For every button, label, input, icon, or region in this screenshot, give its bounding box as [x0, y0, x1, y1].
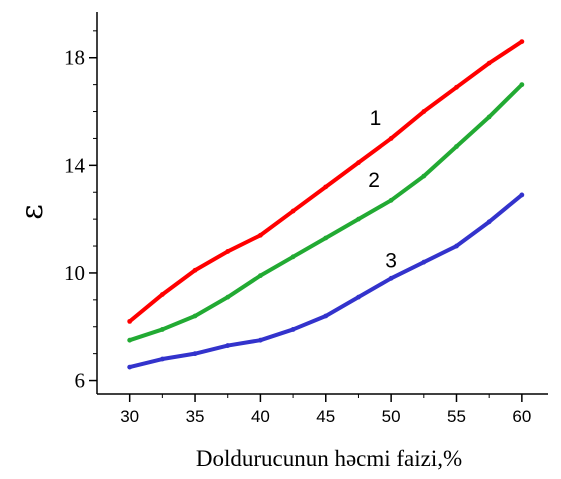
data-point-series-1: [388, 136, 394, 141]
data-point-series-2: [225, 294, 231, 300]
data-point-series-2: [356, 216, 361, 222]
data-point-series-1: [519, 39, 525, 44]
series-labels: 1 2 3: [368, 107, 397, 273]
data-point-series-3: [192, 351, 198, 357]
y-tick-label: 14: [64, 153, 86, 177]
data-point-series-2: [486, 114, 492, 120]
data-point-series-3: [421, 259, 427, 265]
y-tick-label: 6: [75, 369, 86, 393]
y-axis-title: ε: [15, 204, 50, 220]
data-point-series-1: [159, 292, 165, 297]
series-label-1: 1: [370, 107, 382, 130]
data-point-series-2: [421, 173, 427, 179]
x-tick-label: 35: [186, 407, 205, 426]
data-point-series-2: [454, 144, 459, 149]
data-point-series-3: [323, 313, 329, 319]
data-point-series-1: [454, 84, 459, 90]
data-point-series-1: [192, 267, 198, 273]
x-tick-label: 45: [316, 407, 335, 426]
x-axis-title: Doldurucunun həcmi faizi,%: [196, 446, 462, 471]
data-point-series-1: [486, 60, 492, 66]
data-point-series-2: [519, 82, 525, 88]
data-point-series-3: [388, 275, 394, 281]
x-tick-label: 50: [382, 407, 401, 426]
axes: [96, 12, 548, 395]
series-line-2: [127, 82, 524, 343]
data-point-series-2: [159, 327, 165, 332]
data-point-series-3: [356, 294, 361, 300]
series-line-1: [127, 39, 524, 324]
data-point-series-1: [225, 249, 231, 254]
data-point-series-3: [225, 343, 231, 348]
data-point-series-3: [127, 364, 133, 370]
data-point-series-1: [356, 160, 361, 166]
x-tick-label: 60: [512, 407, 531, 426]
data-point-series-2: [323, 235, 329, 241]
data-point-series-2: [388, 197, 394, 203]
data-point-series-3: [159, 356, 165, 362]
data-point-series-1: [290, 208, 296, 214]
plot-lines: [127, 39, 525, 370]
y-tick-label: 10: [64, 261, 85, 285]
data-point-series-1: [323, 184, 329, 190]
data-point-series-2: [290, 254, 296, 260]
data-point-series-1: [258, 232, 263, 238]
x-tick-label: 30: [120, 407, 139, 426]
data-point-series-3: [454, 243, 459, 249]
data-point-series-2: [192, 313, 198, 319]
y-ticks: 6 10 14 18: [64, 30, 97, 393]
y-tick-label: 18: [64, 46, 85, 70]
series-label-3: 3: [385, 250, 397, 273]
x-tick-label: 40: [251, 407, 270, 426]
data-point-series-3: [290, 327, 296, 332]
data-point-series-3: [519, 192, 525, 198]
series-line-3: [127, 192, 524, 370]
series-label-2: 2: [368, 169, 380, 192]
data-point-series-3: [486, 219, 492, 225]
data-point-series-2: [258, 273, 263, 279]
x-tick-label: 55: [447, 407, 466, 426]
data-point-series-1: [421, 109, 427, 114]
data-point-series-3: [258, 337, 263, 343]
x-ticks: 30 35 40 45 50 55 60: [120, 394, 531, 426]
data-point-series-1: [127, 318, 133, 324]
data-point-series-2: [127, 337, 133, 343]
